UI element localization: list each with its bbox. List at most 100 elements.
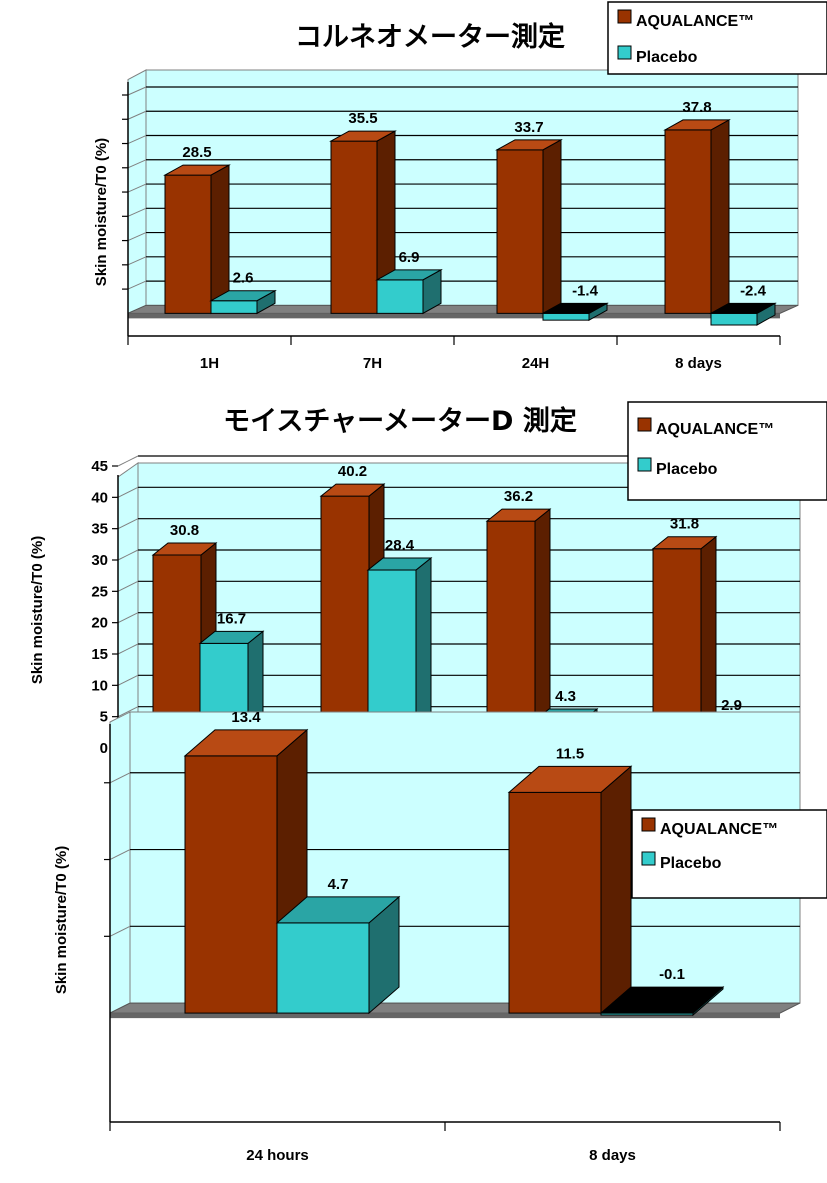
legend-label: AQUALANCE™ — [660, 821, 778, 838]
bar-front — [496, 149, 544, 314]
y-tick-label: 5 — [100, 709, 108, 726]
bar-top — [209, 290, 277, 302]
gridline-side — [117, 455, 139, 467]
bar-top — [541, 302, 609, 314]
gridline-side — [117, 612, 139, 624]
bar-top — [375, 269, 443, 281]
bar-top — [366, 557, 433, 571]
bar-front — [320, 495, 370, 749]
chart-title: コルネオメーター測定 — [295, 21, 565, 53]
plot-side-wall — [127, 69, 147, 315]
bar-top — [495, 139, 563, 151]
legend-box — [631, 809, 827, 899]
gridline-side — [117, 706, 139, 718]
bar-aqualance: 11.5 — [507, 745, 633, 1015]
bar-top — [163, 164, 231, 176]
bar-front — [330, 140, 378, 314]
bar-top — [651, 536, 718, 550]
gridline-side — [117, 643, 139, 655]
x-tick-label: 24H — [522, 355, 550, 372]
bar-front — [210, 300, 258, 314]
legend-swatch — [637, 417, 652, 432]
bar-front — [542, 312, 590, 321]
bar-aqualance: 35.5 — [329, 110, 397, 315]
legend-box — [627, 401, 827, 501]
bar-top — [198, 630, 265, 644]
bar-placebo: 6.9 — [375, 249, 443, 315]
bar-aqualance: 37.8 — [663, 99, 731, 315]
bar-top — [709, 302, 777, 314]
gridline-side — [127, 110, 147, 120]
data-label: 30.8 — [170, 522, 199, 539]
legend: AQUALANCE™ Placebo — [631, 809, 827, 899]
bar-top — [183, 729, 309, 757]
y-tick-label: 10 — [91, 677, 108, 694]
y-axis-label: Skin moisture/T0 (%) — [53, 846, 70, 994]
x-tick-label: 8 days — [589, 1147, 636, 1164]
gridline-side — [117, 549, 139, 561]
data-label: 35.5 — [348, 110, 377, 127]
gridline-side — [117, 674, 139, 686]
y-axis-label: Skin moisture/T0 (%) — [93, 138, 110, 286]
y-tick-label: 0 — [100, 740, 108, 757]
bar-front — [710, 312, 758, 326]
chart-title: モイスチャーメーターD 測定 — [223, 405, 577, 437]
y-tick-label: 35 — [91, 521, 108, 538]
legend-swatch — [637, 457, 652, 472]
gridline-side — [109, 925, 131, 937]
bar-top — [319, 483, 386, 497]
y-tick-label: 15 — [91, 646, 108, 663]
x-tick-label: 1H — [200, 355, 219, 372]
plot-floor-edge — [128, 313, 780, 319]
gridline-side — [109, 849, 131, 860]
data-label: 4.7 — [328, 876, 349, 893]
data-label: 11.5 — [556, 745, 584, 762]
bar-placebo: 2.6 — [209, 270, 277, 315]
bar-front — [164, 174, 212, 314]
y-axis-label: Skin moisture/T0 (%) — [29, 536, 46, 684]
gridline-side — [117, 486, 139, 498]
legend: AQUALANCE™ Placebo — [607, 1, 827, 75]
bar-side — [210, 164, 230, 315]
data-label: 2.9 — [721, 697, 742, 714]
gridline-side — [127, 232, 147, 242]
data-label: 13.4 — [231, 709, 261, 726]
legend-swatch — [641, 817, 656, 832]
bar-placebo: -0.1 — [599, 966, 725, 1017]
gridline-side — [117, 518, 139, 530]
bar-side — [600, 765, 632, 1015]
x-tick-label: 8 days — [675, 355, 722, 372]
legend-label: Placebo — [636, 49, 698, 66]
data-label: -1.4 — [572, 282, 599, 299]
x-tick-label: 7H — [363, 355, 382, 372]
legend-swatch — [641, 851, 656, 866]
bar-top — [507, 765, 633, 793]
legend-box — [607, 1, 827, 75]
y-tick-label: 20 — [91, 615, 108, 632]
legend: AQUALANCE™ Placebo — [627, 401, 827, 501]
legend-swatch — [617, 9, 632, 24]
gridline-side — [127, 280, 147, 290]
bar-aqualance: 28.5 — [163, 144, 231, 315]
plot-side-wall — [109, 711, 131, 1014]
bar-aqualance: 33.7 — [495, 119, 563, 315]
gridline-side — [127, 86, 147, 96]
data-label: 36.2 — [504, 488, 533, 505]
bar-top — [485, 508, 552, 522]
bar-top — [599, 986, 725, 1014]
plot-side-wall — [117, 462, 139, 749]
data-label: -2.4 — [740, 282, 767, 299]
bar-top — [275, 896, 401, 924]
y-tick-label: 30 — [91, 552, 108, 569]
data-label: 28.5 — [182, 144, 211, 161]
bar-side — [710, 119, 730, 315]
data-label: 40.2 — [338, 463, 367, 480]
gridline-side — [127, 135, 147, 144]
bar-aqualance: 13.4 — [183, 709, 309, 1015]
data-label: 2.6 — [233, 270, 254, 287]
gridline-side — [127, 256, 147, 266]
legend-swatch — [617, 45, 632, 60]
data-label: -0.1 — [659, 966, 685, 983]
legend-label: AQUALANCE™ — [656, 421, 774, 438]
data-label: 6.9 — [399, 249, 420, 266]
